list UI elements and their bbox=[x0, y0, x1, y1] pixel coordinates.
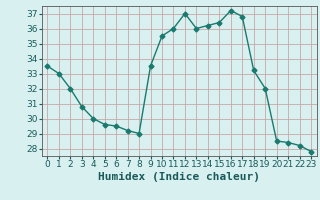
X-axis label: Humidex (Indice chaleur): Humidex (Indice chaleur) bbox=[98, 172, 260, 182]
